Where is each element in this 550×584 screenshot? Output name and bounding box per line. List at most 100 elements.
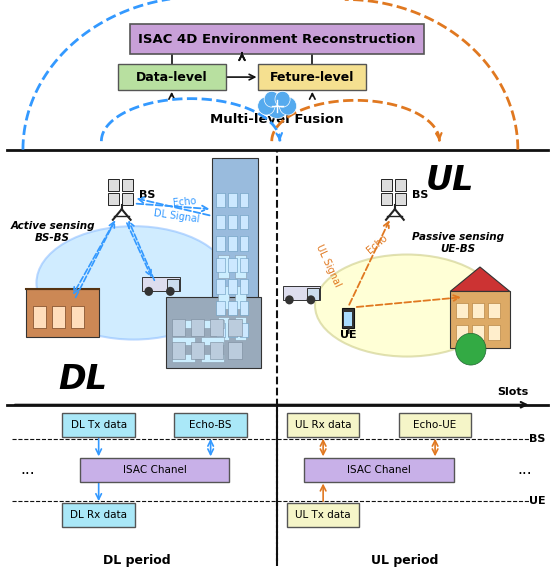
Polygon shape bbox=[450, 267, 510, 291]
Bar bbox=[228, 237, 236, 251]
Text: BS: BS bbox=[412, 190, 428, 200]
Circle shape bbox=[258, 97, 275, 115]
Text: ...: ... bbox=[518, 463, 532, 478]
Bar bbox=[240, 301, 249, 315]
Bar bbox=[70, 305, 84, 328]
Bar bbox=[122, 179, 133, 190]
Text: DL Signal: DL Signal bbox=[153, 208, 201, 225]
Bar bbox=[216, 301, 225, 315]
Text: Multi-level Fusion: Multi-level Fusion bbox=[211, 113, 344, 126]
Bar bbox=[472, 303, 484, 318]
Bar bbox=[234, 286, 246, 308]
Bar bbox=[240, 215, 249, 229]
Bar bbox=[122, 193, 133, 205]
Bar bbox=[191, 319, 204, 336]
Bar bbox=[228, 342, 242, 359]
Circle shape bbox=[279, 97, 296, 115]
Text: DL Rx data: DL Rx data bbox=[70, 510, 127, 520]
Bar bbox=[52, 305, 65, 328]
Bar bbox=[228, 193, 236, 207]
Bar bbox=[191, 342, 204, 359]
Bar bbox=[172, 337, 195, 345]
Bar bbox=[108, 193, 119, 205]
Bar bbox=[344, 312, 353, 326]
Bar bbox=[240, 280, 249, 294]
Text: Echo-BS: Echo-BS bbox=[189, 420, 232, 430]
Circle shape bbox=[145, 287, 153, 296]
Bar bbox=[166, 297, 261, 368]
Bar bbox=[172, 319, 185, 336]
Ellipse shape bbox=[36, 226, 231, 339]
Text: BS: BS bbox=[529, 434, 545, 444]
Circle shape bbox=[264, 91, 279, 107]
Bar bbox=[201, 319, 224, 328]
Ellipse shape bbox=[315, 255, 499, 357]
Bar bbox=[488, 325, 500, 339]
Bar bbox=[455, 325, 468, 339]
Text: Feture-level: Feture-level bbox=[270, 71, 355, 84]
Bar bbox=[210, 319, 223, 336]
Bar bbox=[167, 279, 179, 291]
FancyBboxPatch shape bbox=[62, 503, 135, 527]
Text: Echo: Echo bbox=[172, 196, 196, 208]
FancyBboxPatch shape bbox=[305, 458, 454, 482]
Bar bbox=[381, 193, 392, 205]
Text: Echo: Echo bbox=[365, 233, 389, 256]
Bar bbox=[240, 193, 249, 207]
Bar bbox=[283, 286, 321, 300]
Text: Passive sensing
UE-BS: Passive sensing UE-BS bbox=[412, 232, 504, 254]
Text: BS: BS bbox=[139, 190, 156, 200]
Text: UL Rx data: UL Rx data bbox=[295, 420, 351, 430]
Bar bbox=[472, 325, 484, 339]
Bar bbox=[228, 322, 236, 337]
Text: DL: DL bbox=[58, 363, 107, 396]
FancyBboxPatch shape bbox=[258, 64, 366, 90]
Text: ISAC 4D Environment Reconstruction: ISAC 4D Environment Reconstruction bbox=[139, 33, 416, 46]
Text: Echo-UE: Echo-UE bbox=[414, 420, 456, 430]
Circle shape bbox=[275, 91, 290, 107]
Bar bbox=[32, 305, 46, 328]
Bar bbox=[216, 215, 225, 229]
Text: UE: UE bbox=[529, 496, 545, 506]
Text: UL: UL bbox=[426, 164, 475, 197]
Circle shape bbox=[307, 296, 315, 304]
Bar bbox=[216, 322, 225, 337]
Bar bbox=[234, 317, 246, 339]
Bar bbox=[210, 342, 223, 359]
Bar bbox=[488, 303, 500, 318]
Text: Data-level: Data-level bbox=[136, 71, 207, 84]
Bar bbox=[228, 280, 236, 294]
Bar bbox=[216, 193, 225, 207]
FancyBboxPatch shape bbox=[287, 503, 359, 527]
Bar bbox=[307, 288, 320, 300]
Text: Active sensing
BS-BS: Active sensing BS-BS bbox=[10, 221, 95, 242]
Text: UE: UE bbox=[340, 330, 356, 340]
Text: DL Tx data: DL Tx data bbox=[70, 420, 126, 430]
Bar bbox=[216, 237, 225, 251]
Bar bbox=[218, 286, 229, 308]
FancyBboxPatch shape bbox=[174, 413, 247, 437]
FancyBboxPatch shape bbox=[399, 413, 471, 437]
Bar bbox=[201, 337, 224, 345]
Text: Slots: Slots bbox=[497, 387, 528, 397]
Bar bbox=[228, 215, 236, 229]
Bar bbox=[228, 301, 236, 315]
FancyBboxPatch shape bbox=[130, 25, 424, 54]
Bar bbox=[218, 317, 229, 339]
Bar bbox=[395, 193, 406, 205]
Bar bbox=[381, 179, 392, 190]
Bar bbox=[234, 255, 246, 277]
Circle shape bbox=[166, 287, 175, 296]
Bar bbox=[240, 258, 249, 272]
Bar bbox=[108, 179, 119, 190]
Bar bbox=[212, 158, 258, 345]
Bar bbox=[240, 322, 249, 337]
FancyBboxPatch shape bbox=[62, 413, 135, 437]
Bar bbox=[26, 288, 98, 337]
Bar bbox=[228, 258, 236, 272]
FancyBboxPatch shape bbox=[118, 64, 226, 90]
Text: DL period: DL period bbox=[103, 554, 170, 567]
Text: ISAC Chanel: ISAC Chanel bbox=[123, 465, 186, 475]
Bar bbox=[342, 308, 354, 328]
Text: UL period: UL period bbox=[371, 554, 438, 567]
